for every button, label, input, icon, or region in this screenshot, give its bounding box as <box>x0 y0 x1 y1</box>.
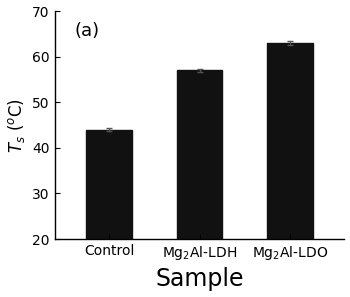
Bar <box>267 43 313 297</box>
Bar <box>177 70 222 297</box>
Text: (a): (a) <box>75 23 100 40</box>
Bar <box>86 129 132 297</box>
X-axis label: Sample: Sample <box>155 267 244 291</box>
Y-axis label: $T_s$ ($^o$C): $T_s$ ($^o$C) <box>6 97 27 153</box>
